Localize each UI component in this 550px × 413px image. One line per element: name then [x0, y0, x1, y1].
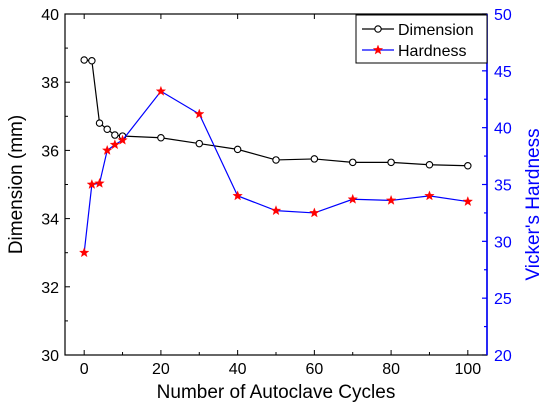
left-y-tick-label: 40: [41, 7, 59, 24]
right-y-tick-label: 50: [494, 7, 512, 24]
dimension-point: [348, 158, 357, 167]
x-axis-label: Number of Autoclave Cycles: [157, 382, 396, 403]
left-y-tick-label: 32: [41, 280, 59, 297]
dimension-point: [272, 156, 280, 164]
dimension-line: [84, 59, 468, 167]
x-tick-label: 100: [454, 361, 481, 378]
hardness-point: [102, 144, 113, 155]
dimension-point: [387, 158, 395, 167]
dimension-point: [95, 119, 104, 127]
dimension-point: [195, 139, 204, 148]
right-y-axis-ticks: 20 25 30 35 40 45 50: [482, 7, 512, 365]
dimension-point: [111, 131, 119, 139]
legend-hardness-label: Hardness: [398, 43, 466, 60]
hardness-point: [347, 193, 358, 204]
hardness-point: [155, 85, 167, 96]
legend-entry-dimension: Dimension: [362, 22, 474, 39]
left-y-tick-label: 36: [41, 143, 59, 160]
left-y-tick-label: 38: [41, 75, 59, 92]
left-y-tick-label: 34: [41, 212, 59, 229]
x-tick-label: 40: [229, 361, 247, 378]
hardness-point: [94, 177, 105, 188]
hardness-point: [232, 190, 243, 201]
left-y-axis-label: Dimension (mm): [6, 115, 27, 254]
legend: Dimension Hardness: [355, 14, 488, 64]
dimension-point: [464, 161, 472, 170]
right-y-tick-label: 35: [494, 178, 512, 195]
right-y-tick-label: 45: [494, 64, 512, 81]
dimension-point: [80, 56, 88, 64]
hardness-point: [117, 134, 128, 145]
hardness-point: [385, 194, 397, 205]
hardness-line: [83, 90, 468, 253]
hardness-point: [309, 207, 320, 218]
hardness-point: [462, 196, 473, 206]
dimension-point: [233, 145, 242, 154]
legend-entry-hardness: Hardness: [362, 43, 466, 60]
legend-box: [355, 14, 488, 64]
right-y-axis-label: Vicker's Hardness: [523, 128, 544, 280]
left-y-tick-label: 30: [41, 348, 59, 365]
legend-dimension-marker: [374, 25, 382, 33]
left-y-axis-ticks: 30 32 34 36 38 40: [41, 7, 70, 365]
hardness-point: [194, 108, 205, 119]
series-layer: [79, 56, 473, 258]
dimension-point: [157, 134, 165, 142]
hardness-point: [79, 247, 90, 258]
dimension-point: [425, 160, 434, 169]
dimension-point: [103, 125, 111, 134]
hardness-point: [270, 205, 282, 216]
dimension-point: [88, 56, 96, 65]
x-tick-label: 60: [305, 361, 323, 378]
hardness-point: [424, 190, 435, 201]
right-y-tick-label: 40: [494, 121, 512, 138]
x-tick-label: 0: [80, 361, 89, 378]
legend-hardness-marker: [372, 44, 384, 55]
right-y-tick-label: 30: [494, 234, 512, 251]
x-tick-label: 20: [152, 361, 170, 378]
legend-dimension-label: Dimension: [398, 22, 474, 39]
right-y-tick-label: 20: [494, 348, 512, 365]
x-tick-label: 80: [382, 361, 400, 378]
hardness-point: [109, 139, 121, 150]
right-y-tick-label: 25: [494, 291, 512, 308]
plot-frame: [64, 13, 488, 356]
x-axis-ticks: 0 20 40 60 80 100: [80, 14, 481, 378]
hardness-point: [86, 179, 98, 189]
dimension-point: [310, 155, 319, 163]
